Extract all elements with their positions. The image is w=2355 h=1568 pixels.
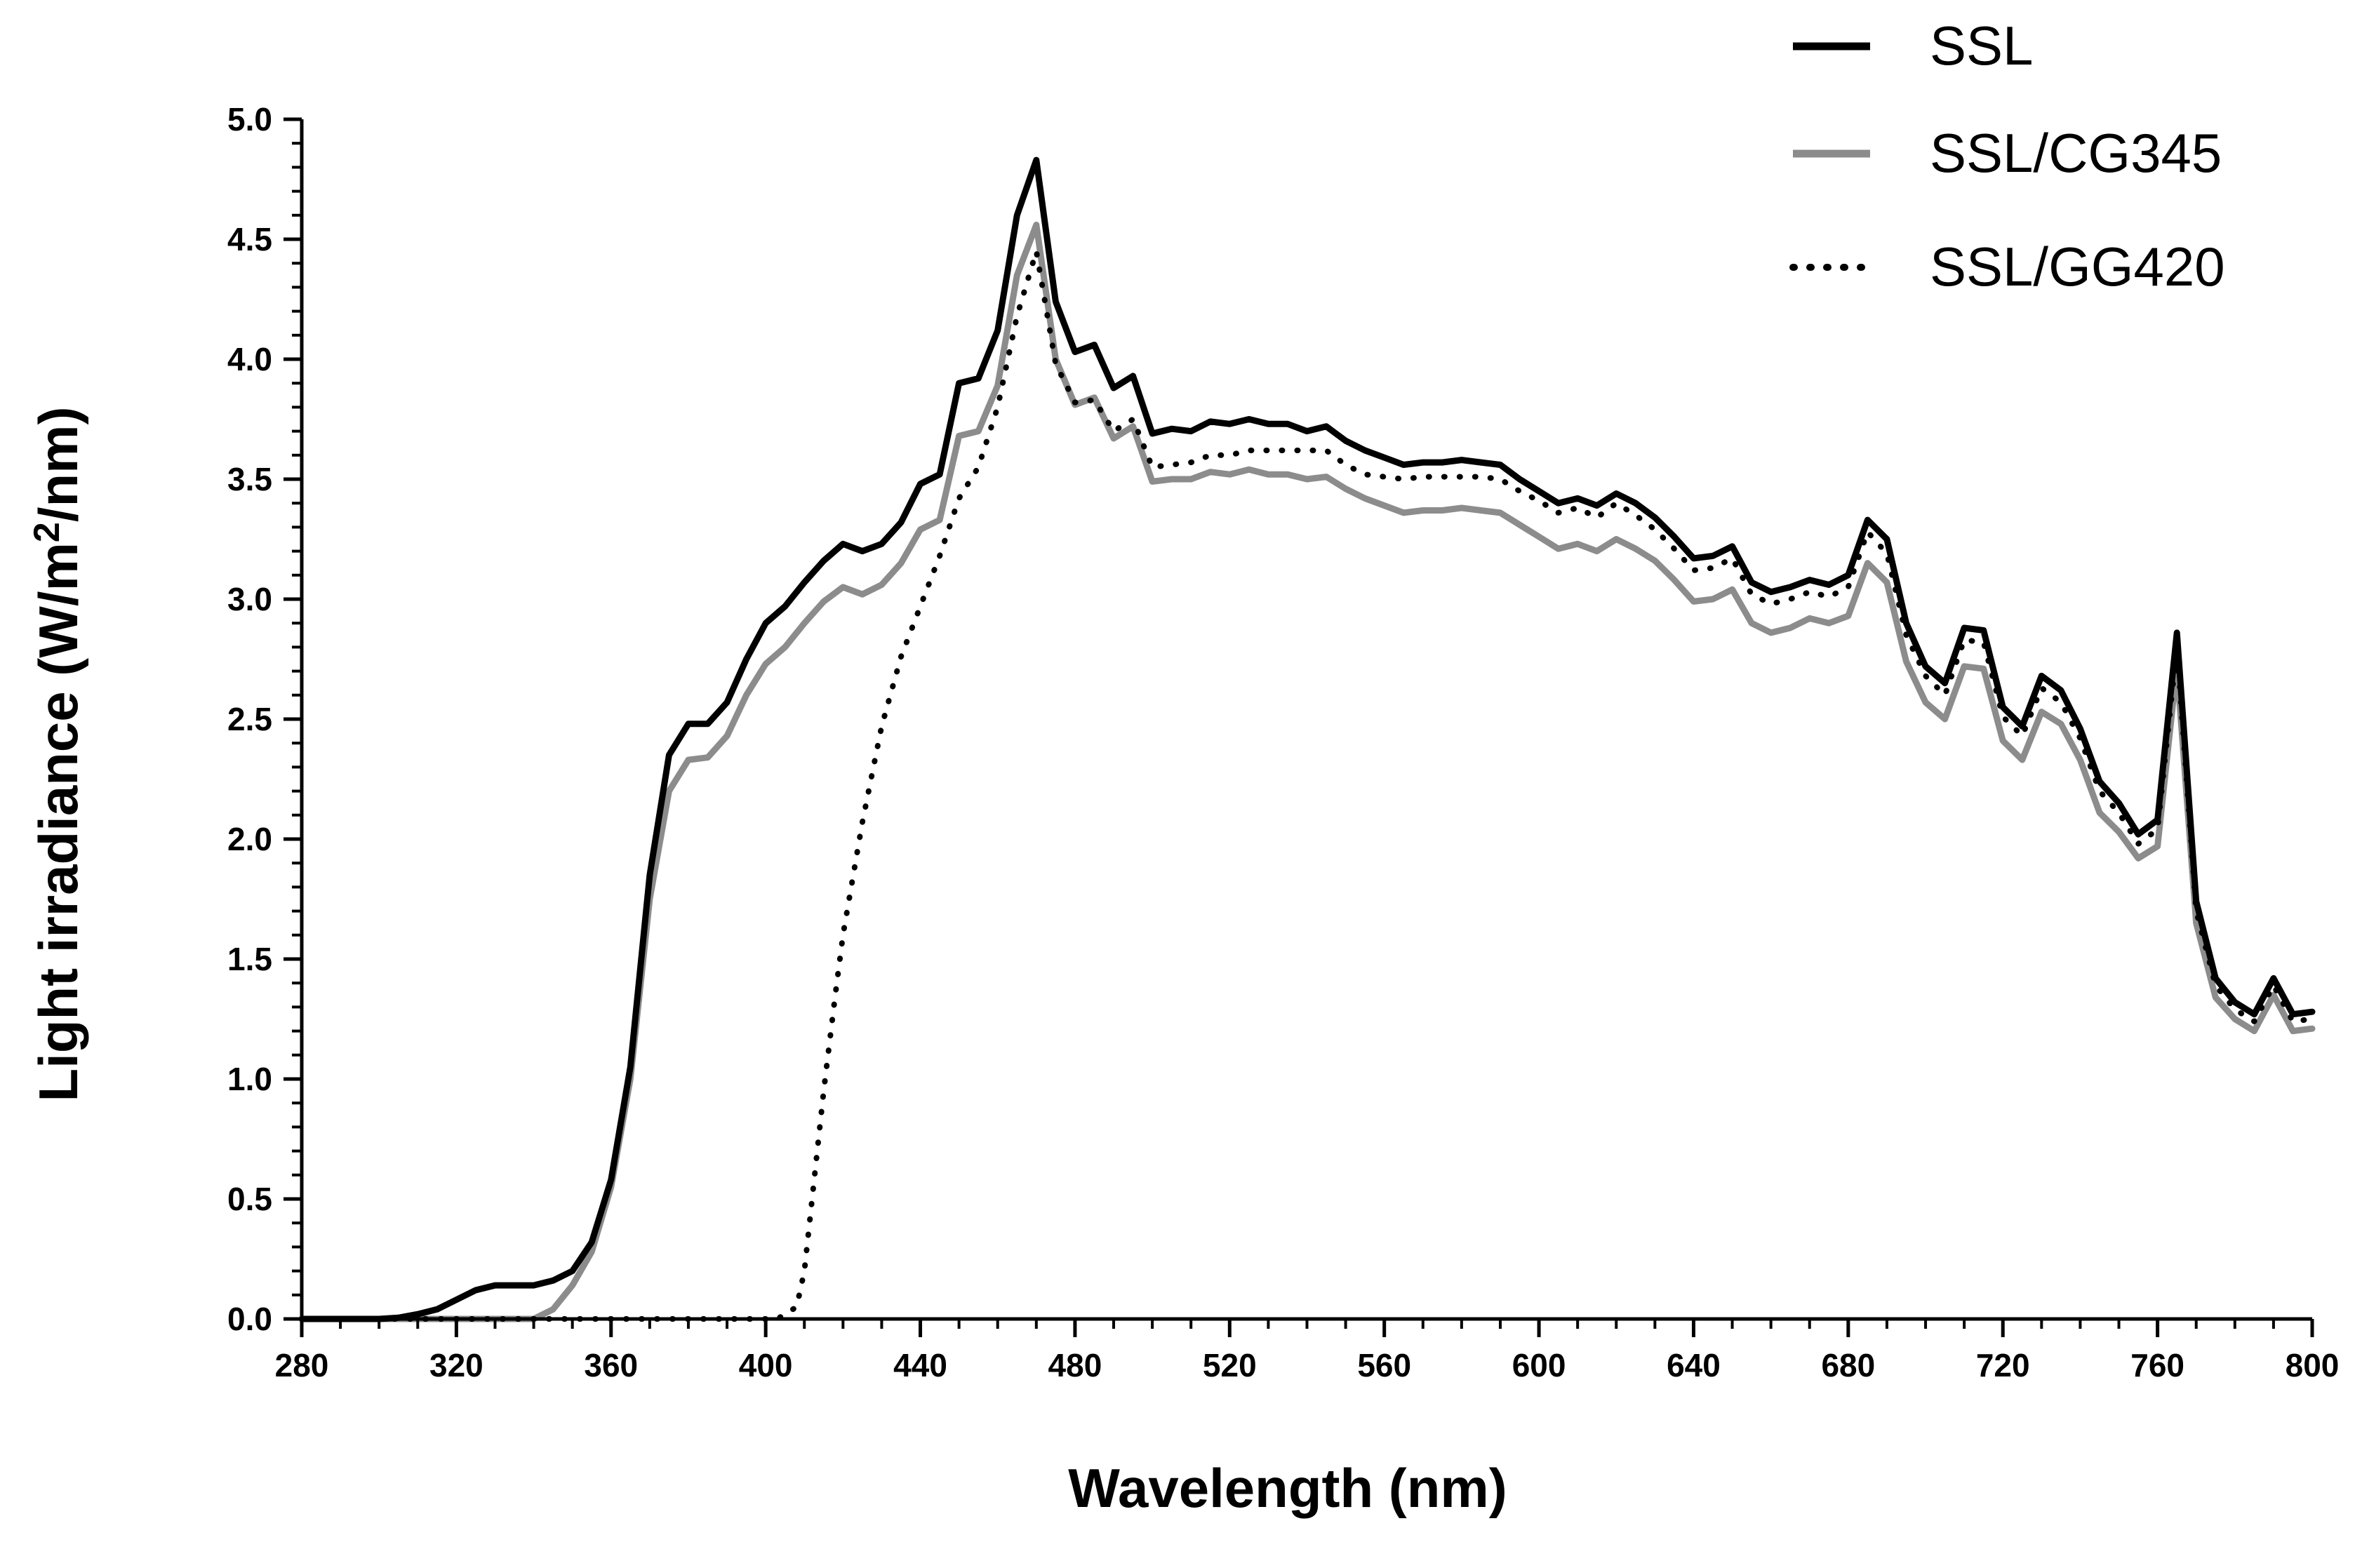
x-tick-label: 520 [1203, 1347, 1257, 1383]
x-tick-label: 720 [1976, 1347, 2030, 1383]
series-line-ssl [298, 156, 2316, 1322]
y-axis-title-tail: /nm) [27, 407, 89, 523]
x-tick-label: 360 [584, 1347, 638, 1383]
x-tick-label: 400 [739, 1347, 793, 1383]
y-tick-label: 2.5 [227, 701, 272, 737]
x-tick-label: 440 [893, 1347, 947, 1383]
y-tick-label: 3.5 [227, 461, 272, 497]
legend-label-ssl-cg345: SSL/CG345 [1930, 122, 2222, 184]
x-tick-label: 600 [1512, 1347, 1566, 1383]
y-tick-label: 3.0 [227, 581, 272, 617]
x-tick-label: 280 [275, 1347, 329, 1383]
series-layer [298, 156, 2316, 1322]
y-tick-label: 1.5 [227, 941, 272, 977]
x-tick-label: 320 [429, 1347, 483, 1383]
y-tick-label: 4.5 [227, 221, 272, 257]
tick-labels: 0.0 0.5 1.0 1.5 2.0 2.5 3.0 3.5 4.0 4.5 5.0 280 320 3… [227, 101, 2339, 1383]
x-tick-label: 560 [1357, 1347, 1411, 1383]
legend: SSL SSL/CG345 SSL/GG420 [1789, 15, 2225, 297]
y-axis-title-sup: 2 [27, 522, 67, 542]
series-line-ssl-cg345 [298, 222, 2316, 1322]
y-axis-title: Light irradiance (W/m2/nm) [27, 407, 89, 1102]
x-tick-label: 640 [1667, 1347, 1721, 1383]
axis-layer [283, 117, 2314, 1337]
y-tick-label: 5.0 [227, 101, 272, 138]
legend-label-ssl: SSL [1930, 15, 2033, 76]
legend-label-ssl-gg420: SSL/GG420 [1930, 236, 2225, 297]
y-tick-label: 1.0 [227, 1061, 272, 1097]
series-line-ssl-gg420 [299, 248, 2315, 1322]
x-tick-label: 680 [1821, 1347, 1875, 1383]
y-axis-title-main: Light irradiance (W/m [27, 542, 89, 1101]
y-tick-label: 2.0 [227, 821, 272, 857]
x-axis-title: Wavelength (nm) [1068, 1457, 1507, 1519]
y-tick-label: 0.5 [227, 1181, 272, 1217]
x-tick-label: 800 [2286, 1347, 2340, 1383]
x-tick-label: 760 [2130, 1347, 2184, 1383]
y-tick-label: 0.0 [227, 1301, 272, 1337]
y-tick-label: 4.0 [227, 341, 272, 377]
x-tick-label: 480 [1048, 1347, 1102, 1383]
